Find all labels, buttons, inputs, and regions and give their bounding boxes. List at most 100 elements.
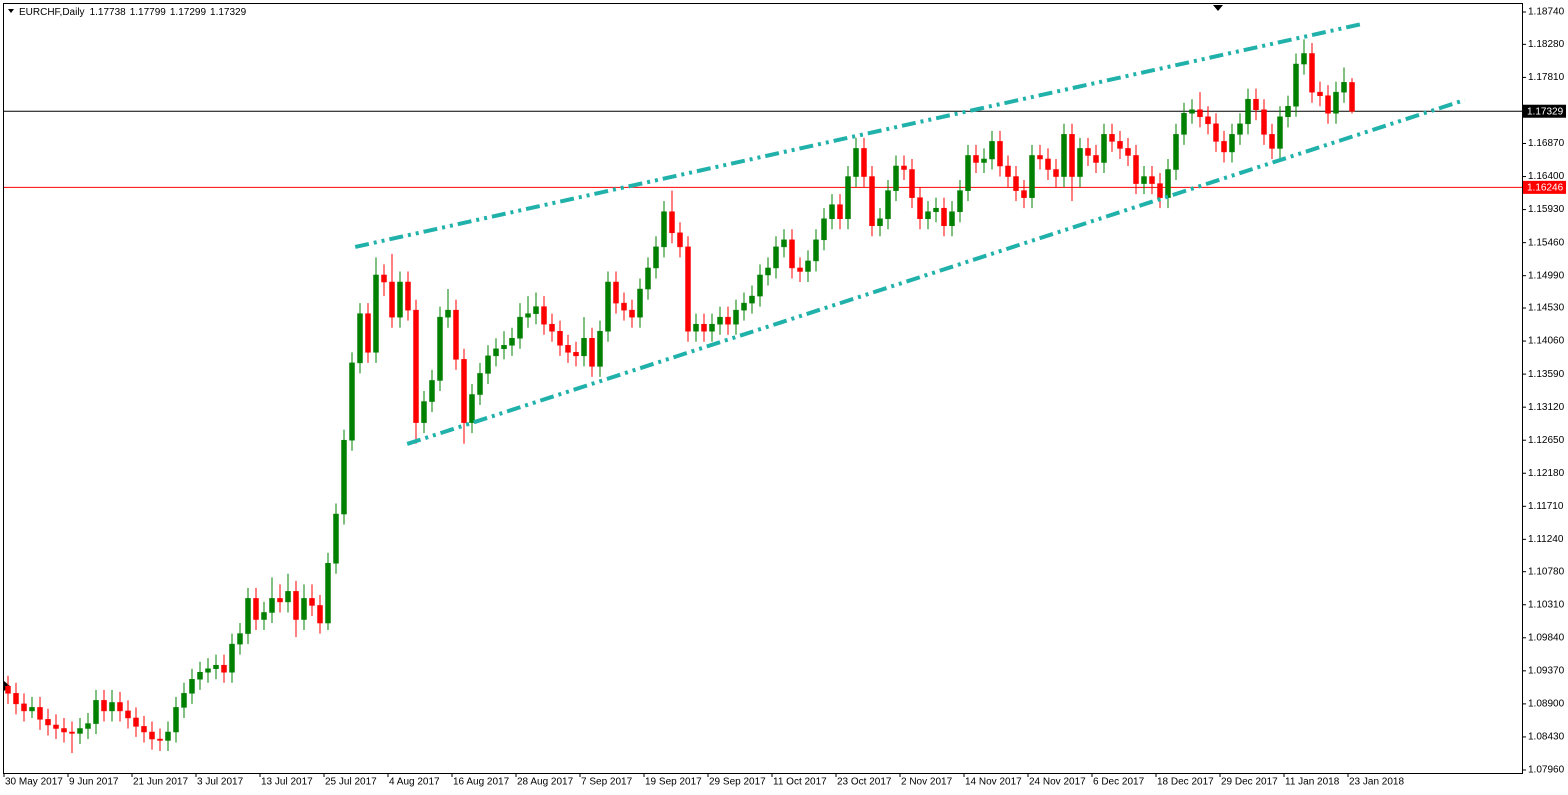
candle-body bbox=[693, 323, 699, 332]
candle-body bbox=[597, 330, 603, 367]
candle-body bbox=[757, 274, 763, 297]
candle-body bbox=[1325, 95, 1331, 114]
candle-body bbox=[277, 598, 283, 603]
candle-body bbox=[845, 176, 851, 219]
x-tick-label: 23 Jan 2018 bbox=[1349, 777, 1404, 788]
candle-body bbox=[1149, 176, 1155, 184]
candle-body bbox=[1069, 134, 1075, 177]
candle-body bbox=[1189, 109, 1195, 114]
candle-body bbox=[1165, 169, 1171, 198]
candle-body bbox=[77, 728, 83, 734]
x-tick-label: 2 Nov 2017 bbox=[901, 777, 953, 788]
candle-body bbox=[653, 246, 659, 269]
y-tick-label: 1.09370 bbox=[1528, 665, 1565, 676]
candle-body bbox=[541, 306, 547, 325]
candle-body bbox=[629, 309, 635, 318]
candle-body bbox=[285, 591, 291, 603]
candle-body bbox=[1293, 63, 1299, 107]
candle-body bbox=[181, 693, 187, 708]
candle-body bbox=[325, 563, 331, 624]
candle-body bbox=[781, 239, 787, 248]
x-tick-label: 24 Nov 2017 bbox=[1029, 777, 1086, 788]
candle-body bbox=[437, 316, 443, 381]
candle-body bbox=[1181, 113, 1187, 135]
candle-body bbox=[501, 345, 507, 350]
candle-body bbox=[405, 281, 411, 311]
candle-body bbox=[589, 338, 595, 367]
candle-body bbox=[565, 345, 571, 353]
y-tick-label: 1.12180 bbox=[1528, 468, 1565, 479]
x-tick-label: 9 Jun 2017 bbox=[69, 777, 119, 788]
candle-body bbox=[957, 190, 963, 212]
candle-body bbox=[141, 726, 147, 733]
candle-body bbox=[901, 165, 907, 170]
y-tick-label: 1.08430 bbox=[1528, 732, 1565, 743]
candle-body bbox=[765, 267, 771, 276]
candle-body bbox=[125, 710, 131, 719]
candle-body bbox=[117, 702, 123, 712]
candle-body bbox=[725, 316, 731, 325]
header-low: 1.17299 bbox=[170, 7, 207, 18]
candle-body bbox=[933, 207, 939, 212]
x-tick-label: 23 Oct 2017 bbox=[837, 777, 892, 788]
candle-body bbox=[869, 176, 875, 227]
header-open: 1.17738 bbox=[90, 7, 127, 18]
candle-body bbox=[93, 700, 99, 724]
header-close: 1.17329 bbox=[210, 7, 247, 18]
candle-body bbox=[1053, 169, 1059, 177]
candle-body bbox=[397, 281, 403, 318]
candle-body bbox=[1037, 155, 1043, 160]
candle-body bbox=[101, 700, 107, 712]
candle-body bbox=[741, 302, 747, 311]
candle-body bbox=[1005, 165, 1011, 177]
candle-body bbox=[485, 355, 491, 374]
candle-body bbox=[885, 190, 891, 219]
candle-body bbox=[1229, 134, 1235, 153]
candle-body bbox=[365, 313, 371, 353]
candle-body bbox=[413, 309, 419, 423]
candle-body bbox=[837, 204, 843, 219]
chart-header: EURCHF,Daily 1.17738 1.17799 1.17299 1.17329 bbox=[19, 7, 247, 18]
candle-body bbox=[525, 313, 531, 318]
candle-body bbox=[773, 246, 779, 269]
candle-body bbox=[85, 723, 91, 729]
candle-body bbox=[717, 316, 723, 325]
candle-body bbox=[261, 612, 267, 620]
x-tick-label: 7 Sep 2017 bbox=[581, 777, 633, 788]
y-tick-label: 1.11710 bbox=[1528, 501, 1564, 512]
y-tick-label: 1.18740 bbox=[1528, 7, 1565, 18]
x-tick-label: 18 Dec 2017 bbox=[1157, 777, 1214, 788]
candle-body bbox=[669, 211, 675, 234]
candle-body bbox=[685, 246, 691, 332]
candle-body bbox=[341, 439, 347, 515]
candle-body bbox=[69, 731, 75, 734]
price-label-box bbox=[1523, 104, 1566, 118]
candle-body bbox=[1013, 176, 1019, 191]
candle-body bbox=[13, 693, 19, 705]
candle-body bbox=[1173, 134, 1179, 170]
y-tick-label: 1.13120 bbox=[1528, 402, 1565, 413]
y-tick-label: 1.14990 bbox=[1528, 270, 1565, 281]
candle-body bbox=[1261, 109, 1267, 135]
candle-body bbox=[461, 359, 467, 423]
x-tick-label: 13 Jul 2017 bbox=[261, 777, 313, 788]
candle-body bbox=[309, 598, 315, 606]
shift-marker bbox=[1213, 5, 1223, 11]
candle-body bbox=[1285, 105, 1291, 118]
candle-body bbox=[221, 664, 227, 673]
candle-body bbox=[605, 281, 611, 332]
plot-frame bbox=[3, 3, 1523, 774]
x-tick-label: 6 Dec 2017 bbox=[1093, 777, 1145, 788]
candle-body bbox=[29, 707, 35, 712]
x-tick-label: 19 Sep 2017 bbox=[645, 777, 702, 788]
price-label: 1.16246 bbox=[1527, 183, 1564, 194]
y-tick-label: 1.16870 bbox=[1528, 138, 1565, 149]
candle-body bbox=[1245, 98, 1251, 125]
candle-body bbox=[1141, 176, 1147, 184]
candle-body bbox=[293, 591, 299, 620]
candle-body bbox=[245, 598, 251, 634]
candle-body bbox=[1061, 134, 1067, 177]
x-tick-label: 11 Oct 2017 bbox=[773, 777, 827, 788]
candle-body bbox=[973, 155, 979, 163]
